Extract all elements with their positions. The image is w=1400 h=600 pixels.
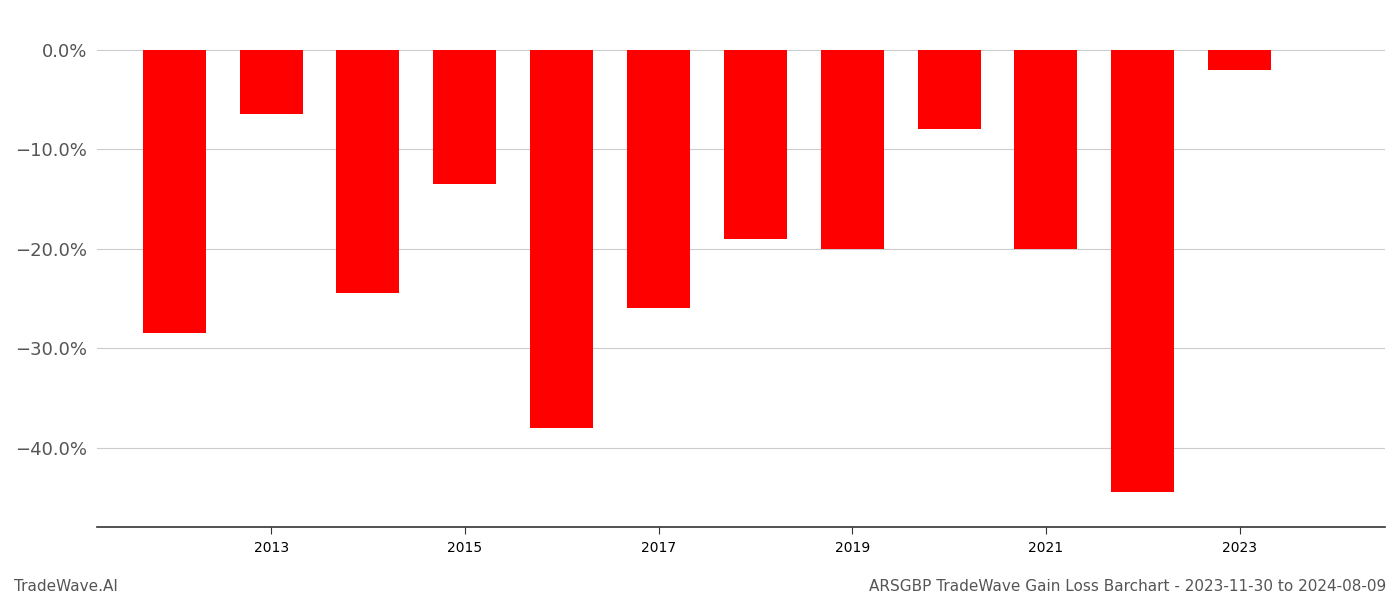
Bar (1015, 50, 1078, 248)
Bar (531, 50, 594, 428)
Bar (1208, 50, 1271, 70)
Bar (239, 50, 302, 115)
Bar (627, 50, 690, 308)
Bar (917, 50, 980, 130)
Bar (820, 50, 883, 248)
Bar (724, 50, 787, 239)
Text: TradeWave.AI: TradeWave.AI (14, 579, 118, 594)
Bar (336, 50, 399, 293)
Bar (143, 50, 206, 333)
Bar (1112, 50, 1175, 493)
Text: ARSGBP TradeWave Gain Loss Barchart - 2023-11-30 to 2024-08-09: ARSGBP TradeWave Gain Loss Barchart - 20… (869, 579, 1386, 594)
Bar (434, 50, 496, 184)
